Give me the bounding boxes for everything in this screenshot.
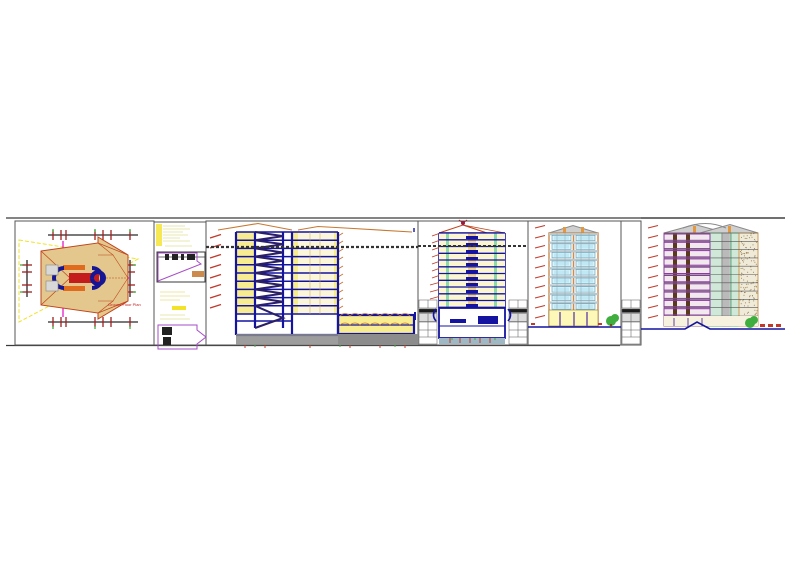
svg-text:Ground Floor Plan: Ground Floor Plan — [108, 302, 141, 307]
